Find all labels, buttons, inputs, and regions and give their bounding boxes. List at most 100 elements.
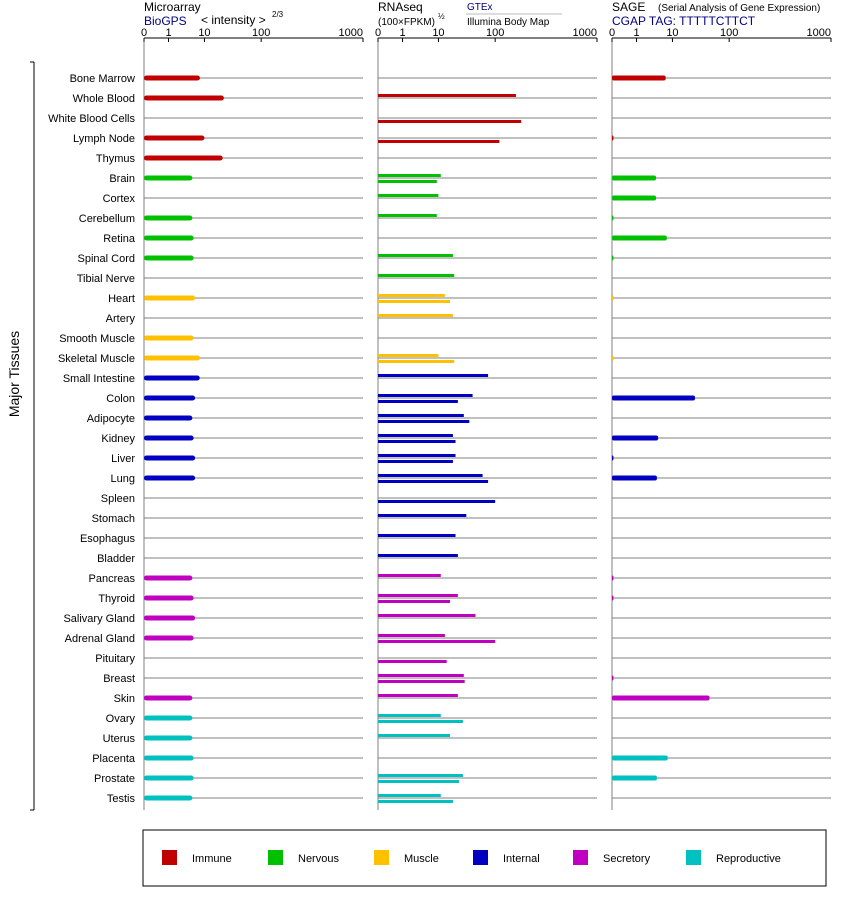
panel-headers: Microarray < intensity > 2/3 BioGPS RNAs…	[144, 0, 820, 28]
rnaseq-gtex-bar	[378, 174, 441, 177]
rnaseq-illumina-bar	[378, 460, 453, 463]
x-tick-label: 1	[399, 27, 405, 39]
rnaseq-subtitle: (100×FPKM)	[378, 17, 435, 28]
microarray-bar	[144, 435, 194, 441]
tissue-label: Colon	[106, 393, 135, 405]
tissue-label: Pituitary	[95, 653, 135, 665]
sage-title-right: (Serial Analysis of Gene Expression)	[658, 3, 820, 14]
rnaseq-title: RNAseq	[378, 0, 423, 14]
sage-bar	[612, 195, 657, 201]
tissue-label: Esophagus	[80, 533, 136, 545]
rnaseq-illumina-bar	[378, 120, 522, 123]
tissue-label: Thymus	[96, 153, 136, 165]
legend-label: Muscle	[404, 853, 439, 865]
microarray-bar	[144, 615, 196, 621]
legend-swatch	[573, 850, 588, 865]
sage-bar	[612, 575, 614, 581]
microarray-bar	[144, 595, 194, 601]
bars	[144, 75, 710, 803]
tissue-label: Retina	[103, 233, 136, 245]
tissue-label: Small Intestine	[63, 373, 135, 385]
microarray-title-right: < intensity >	[201, 13, 266, 27]
rnaseq-illumina-bar	[378, 440, 456, 443]
rnaseq-illumina-bar	[378, 800, 453, 803]
rnaseq-gtex-bar	[378, 694, 458, 697]
x-tick-label: 0	[141, 27, 147, 39]
microarray-bar	[144, 175, 193, 181]
x-tick-label: 0	[375, 27, 381, 39]
legend-label: Immune	[192, 853, 232, 865]
tissue-label: Skeletal Muscle	[58, 353, 135, 365]
rnaseq-gtex-bar	[378, 294, 445, 297]
legend-swatch	[473, 850, 488, 865]
microarray-bar	[144, 575, 193, 581]
tissue-label: Spleen	[101, 493, 135, 505]
microarray-bar	[144, 215, 193, 221]
tissue-label: Cerebellum	[79, 213, 135, 225]
sage-subtitle: CGAP TAG: TTTTTCTTCT	[612, 14, 756, 28]
rnaseq-gtex-bar	[378, 734, 451, 737]
tissue-label: Cortex	[103, 193, 136, 205]
sage-bar	[612, 435, 659, 441]
tissue-label: Stomach	[92, 513, 135, 525]
tissue-label: Thyroid	[98, 593, 135, 605]
rnaseq-illumina-bar	[378, 660, 447, 663]
rnaseq-gtex-bar	[378, 314, 453, 317]
y-axis-bracket: Major Tissues	[6, 61, 35, 811]
microarray-title-right-exp: 2/3	[272, 10, 284, 19]
tissue-label: Lymph Node	[73, 133, 135, 145]
sage-bar	[612, 695, 710, 701]
sage-bar	[612, 295, 614, 301]
rnaseq-gtex-bar	[378, 774, 463, 777]
tissue-label: Uterus	[103, 733, 136, 745]
legend: Immune Nervous Muscle Internal Secretory Repr…	[142, 829, 827, 887]
rnaseq-gtex-bar	[378, 454, 456, 457]
legend-swatch	[374, 850, 389, 865]
microarray-bar	[144, 235, 194, 241]
microarray-bar	[144, 75, 200, 81]
x-tick-label: 0	[609, 27, 615, 39]
microarray-bar	[144, 355, 200, 361]
axes: 0 1 10 100 1000 0 1 10 100 1000 0 1 10 100 1000	[141, 27, 832, 810]
tissue-label: Heart	[108, 293, 135, 305]
rnaseq-gtex-bar	[378, 354, 439, 357]
rnaseq-subtitle-exp: ½	[438, 12, 445, 21]
rnaseq-illumina-bar	[378, 720, 463, 723]
x-tick-label: 100	[486, 27, 504, 39]
sage-bar	[612, 755, 668, 761]
tissue-label: Placenta	[92, 753, 136, 765]
sage-bar	[612, 235, 667, 241]
rnaseq-illumina-bar	[378, 480, 489, 483]
rnaseq-gtex-bar	[378, 374, 489, 377]
sage-bar	[612, 595, 614, 601]
microarray-bar	[144, 795, 193, 801]
microarray-bar	[144, 775, 194, 781]
tissue-label: Whole Blood	[73, 93, 135, 105]
microarray-subtitle: BioGPS	[144, 14, 187, 28]
x-tick-label: 1000	[339, 27, 363, 39]
rnaseq-source-illumina: Illumina Body Map	[467, 17, 550, 28]
rnaseq-illumina-bar	[378, 300, 451, 303]
sage-bar	[612, 675, 614, 681]
row-lines	[144, 77, 831, 799]
tissue-label: Kidney	[101, 433, 135, 445]
sage-bar	[612, 215, 614, 221]
rnaseq-gtex-bar	[378, 414, 464, 417]
y-axis-label: Major Tissues	[6, 331, 22, 417]
rnaseq-illumina-bar	[378, 360, 455, 363]
tissue-label: Ovary	[106, 713, 136, 725]
legend-swatch	[268, 850, 283, 865]
tissue-labels: Bone Marrow Whole Blood White Blood Cells L…	[48, 73, 136, 805]
microarray-bar	[144, 395, 196, 401]
x-tick-label: 1000	[573, 27, 597, 39]
rnaseq-illumina-bar	[378, 140, 500, 143]
rnaseq-illumina-bar	[378, 420, 470, 423]
rnaseq-gtex-bar	[378, 474, 483, 477]
rnaseq-illumina-bar	[378, 400, 458, 403]
tissue-label: Breast	[103, 673, 135, 685]
tissue-label: Skin	[114, 693, 135, 705]
rnaseq-gtex-bar	[378, 194, 439, 197]
rnaseq-illumina-bar	[378, 780, 459, 783]
microarray-bar	[144, 255, 194, 261]
